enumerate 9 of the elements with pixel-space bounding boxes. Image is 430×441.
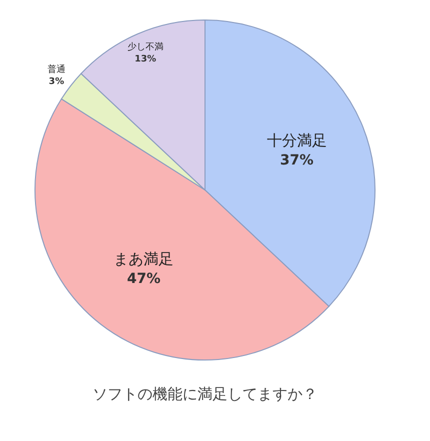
slice-label: 普通: [47, 64, 66, 75]
slice-label: まあ満足: [114, 250, 174, 268]
data-label: 47%: [126, 271, 160, 288]
data-label: 37%: [280, 152, 314, 168]
slice-label: 少し不満: [127, 41, 164, 52]
data-label: 13%: [134, 54, 156, 64]
data-label: 3%: [48, 76, 64, 87]
text: ソフトの機能に満足してますか？: [92, 385, 318, 403]
slice-label: 十分満足: [266, 131, 327, 150]
